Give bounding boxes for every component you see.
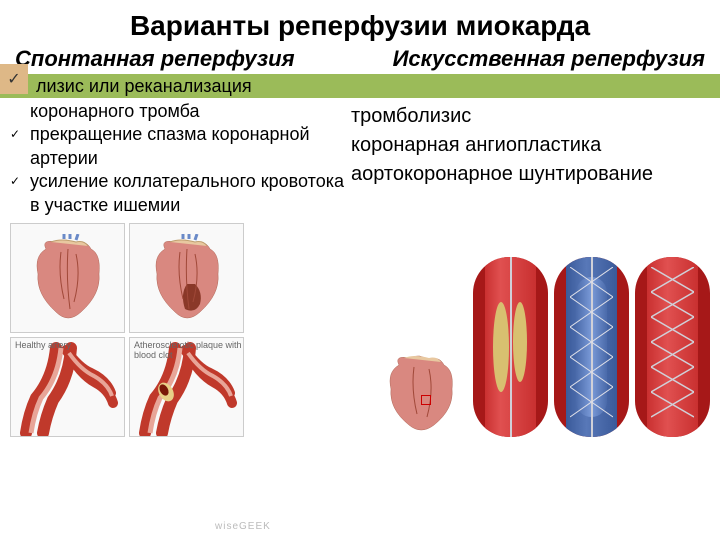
check-icon: ✓: [10, 127, 30, 142]
vessel-healthy-svg: [11, 338, 125, 437]
heart-healthy-svg: [26, 234, 111, 324]
bullet-2: ✓ прекращение спазма коронарной: [10, 123, 346, 146]
stent-mesh-expanded: [651, 267, 694, 427]
angioplasty-group: [377, 223, 710, 437]
stent-stage-1-catheter: [473, 257, 548, 437]
heart-infarct: [129, 223, 244, 333]
bullet-2-line2: артерии: [30, 147, 346, 170]
spontaneous-list: коронарного тромба ✓ прекращение спазма …: [10, 100, 346, 217]
subtitle-spontaneous: Спонтанная реперфузия: [15, 46, 295, 72]
hearts-top-row: [10, 223, 244, 333]
page-title: Варианты реперфузии миокарда: [0, 0, 720, 46]
vessel-healthy-label: Healthy artery: [15, 340, 71, 350]
check-icon: ✓: [10, 174, 30, 189]
artificial-item-2: коронарная ангиопластика: [351, 131, 710, 160]
lesion-marker: [421, 395, 431, 405]
content-row: коронарного тромба ✓ прекращение спазма …: [0, 98, 720, 217]
bullet-3: ✓ усиление коллатерального кровотока: [10, 170, 346, 193]
artificial-item-3: аортокоронарное шунтирование: [351, 160, 710, 189]
artificial-list: тромболизис коронарная ангиопластика аор…: [346, 100, 710, 217]
heart-infarct-svg: [145, 234, 230, 324]
bullet-3-line2: в участке ишемии: [30, 194, 346, 217]
plaque-icon: [493, 287, 528, 407]
stent-stage-2-balloon: [554, 257, 629, 437]
vessels-bottom-row: Healthy artery Atherosclerotic plaque wi…: [10, 337, 244, 437]
bullet-1-line1: лизис или реканализация: [36, 76, 252, 97]
images-row: Healthy artery Atherosclerotic plaque wi…: [0, 217, 720, 437]
accent-bar: ✓ лизис или реканализация: [0, 74, 720, 98]
subtitles-row: Спонтанная реперфузия Искусственная репе…: [0, 46, 720, 72]
heart-healthy: [10, 223, 125, 333]
watermark: wiseGEEK: [215, 521, 271, 532]
artificial-item-1: тромболизис: [351, 102, 710, 131]
heart-comparison-group: Healthy artery Atherosclerotic plaque wi…: [10, 223, 244, 437]
vessel-clot-label: Atherosclerotic plaque with blood clot: [134, 340, 243, 360]
subtitle-artificial: Искусственная реперфузия: [393, 46, 705, 72]
small-heart-svg: [377, 347, 467, 437]
stent-mesh-compressed: [570, 267, 613, 427]
vessel-clot: Atherosclerotic plaque with blood clot: [129, 337, 244, 437]
check-highlight-box: ✓: [0, 64, 28, 94]
bullet-3-line1: усиление коллатерального кровотока: [30, 170, 346, 193]
vessel-healthy: Healthy artery: [10, 337, 125, 437]
small-heart-locator: [377, 347, 467, 437]
bullet-2-line1: прекращение спазма коронарной: [30, 123, 346, 146]
bullet-1-line2: коронарного тромба: [30, 100, 346, 123]
stent-stage-3-deployed: [635, 257, 710, 437]
